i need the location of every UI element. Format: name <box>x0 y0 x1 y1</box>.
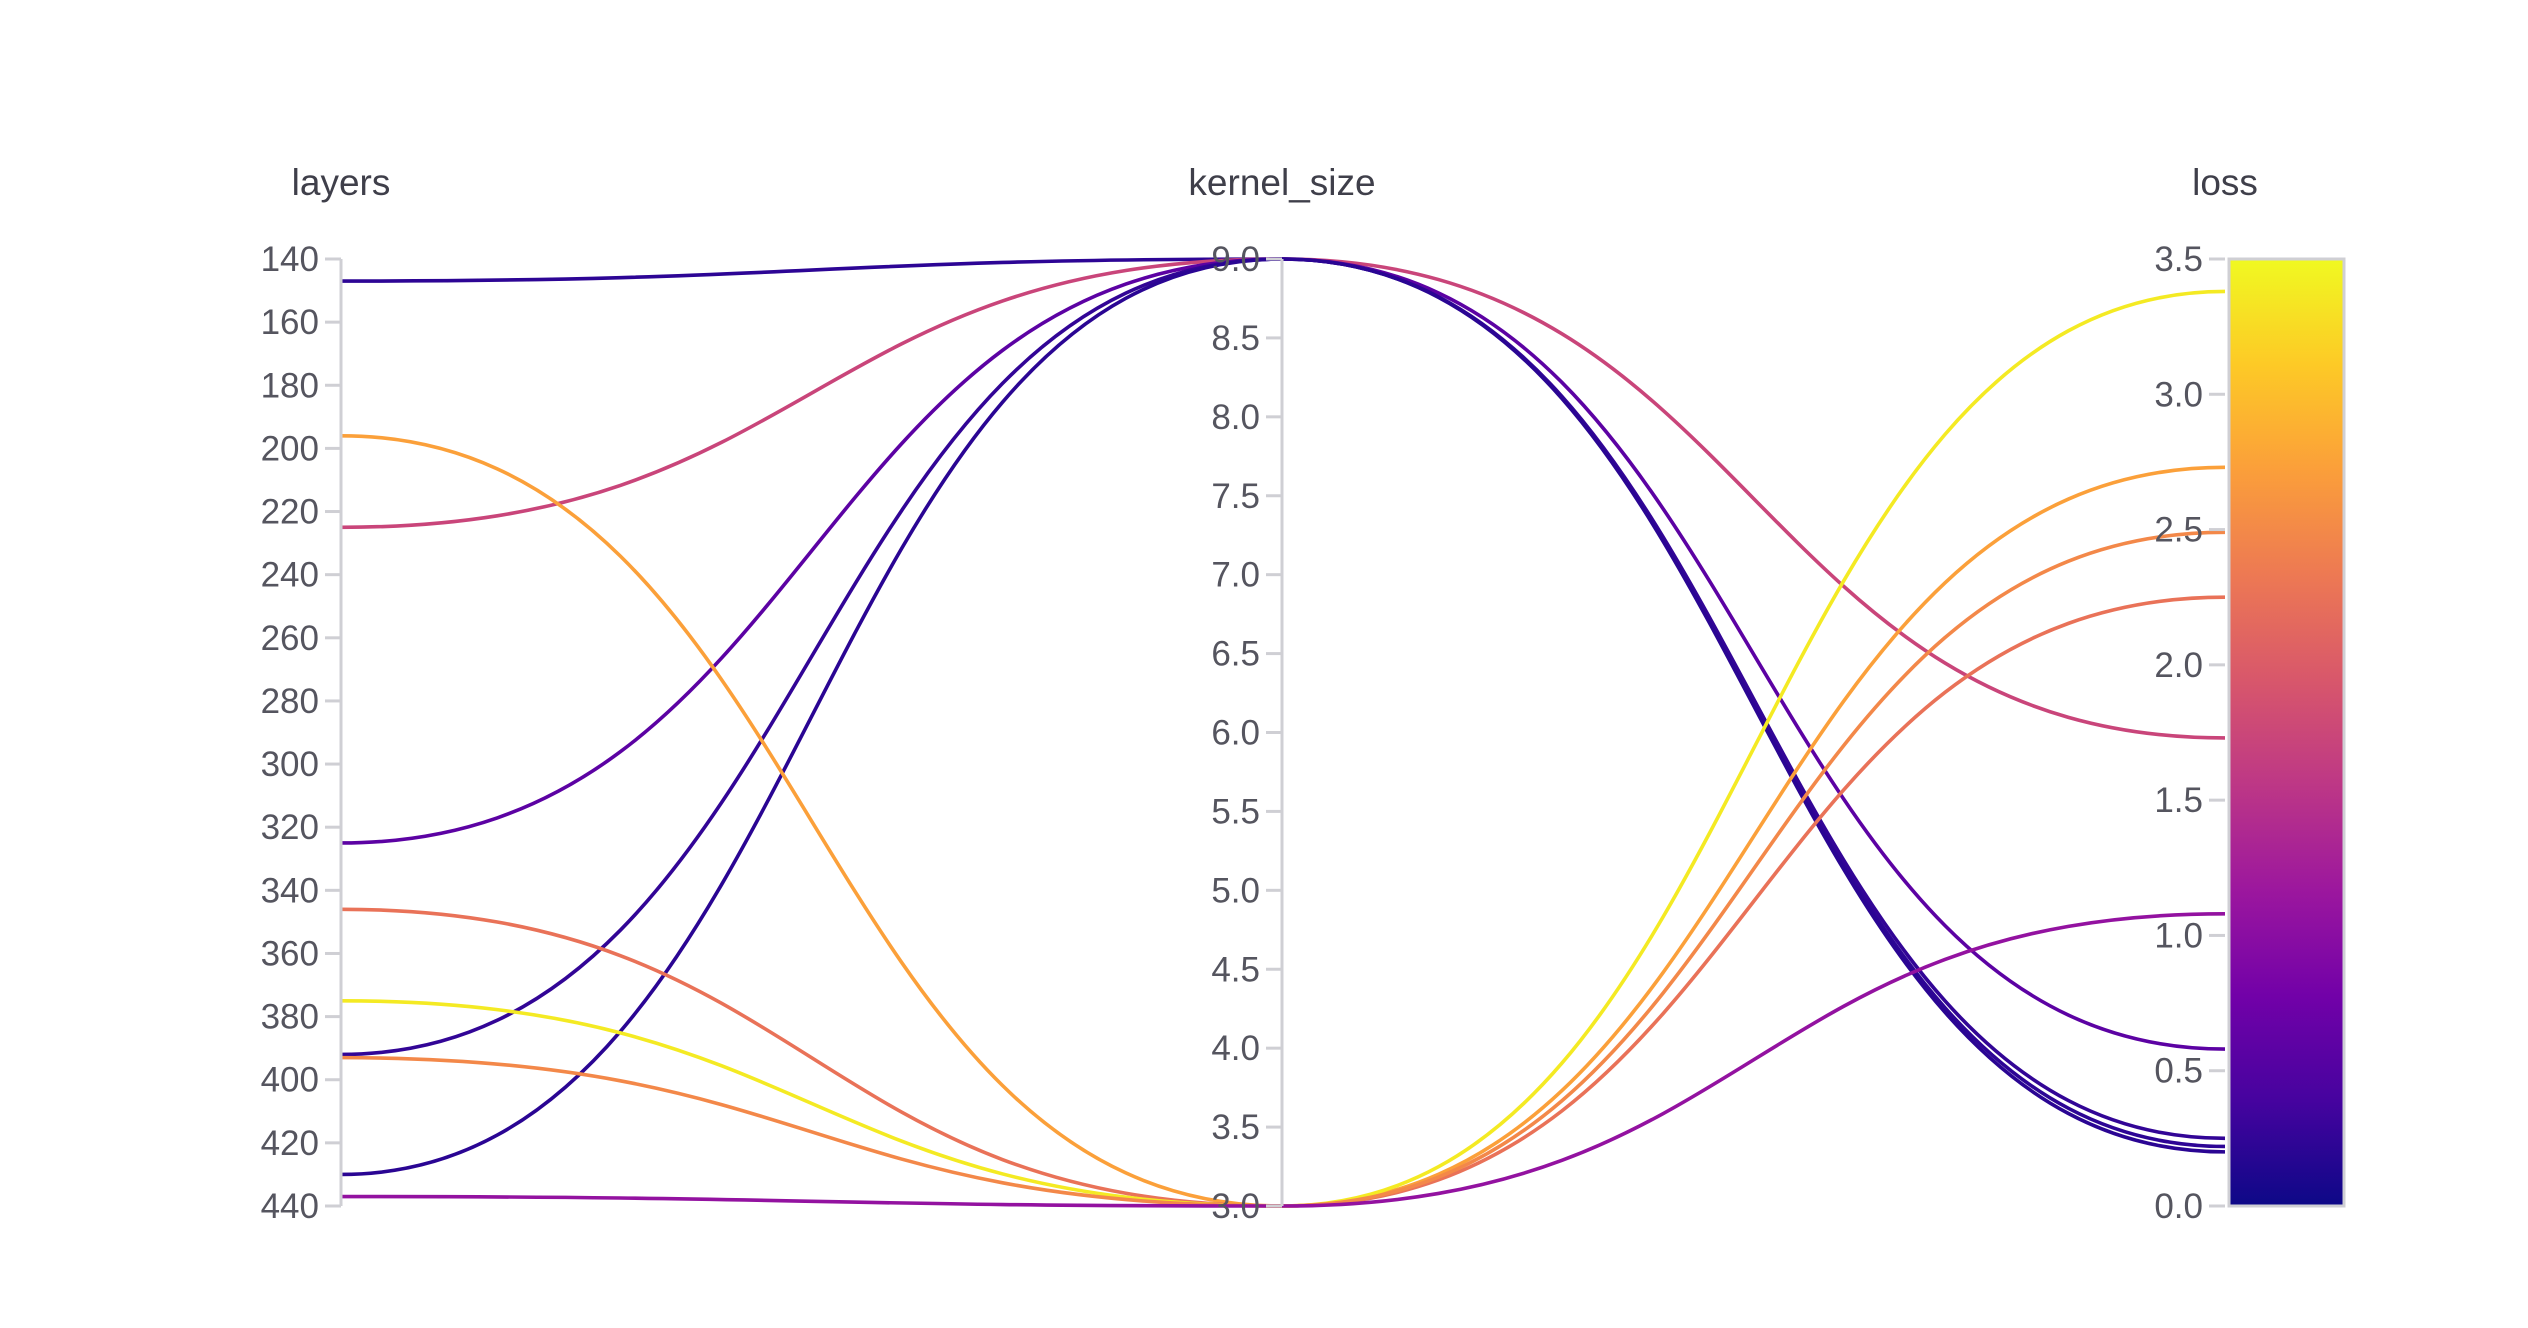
tick-label: 7.5 <box>1211 477 1260 516</box>
tick-label: 6.0 <box>1211 714 1260 753</box>
tick-label: 280 <box>261 682 319 721</box>
axis-title-loss: loss <box>2192 162 2258 203</box>
tick-label: 0.5 <box>2154 1052 2203 1091</box>
tick-label: 200 <box>261 429 319 468</box>
tick-label: 5.0 <box>1211 871 1260 910</box>
tick-label: 340 <box>261 871 319 910</box>
axis-loss: 0.0 0.5 1.0 1.5 2.0 2.5 3.0 3.5 loss <box>2154 162 2346 1226</box>
run-line-9 <box>340 530 2226 1208</box>
tick-label: 220 <box>261 493 319 532</box>
tick-label: 6.5 <box>1211 635 1260 674</box>
tick-label: 320 <box>261 808 319 847</box>
axis-layers: 140 160 180 200 220 240 260 280 300 320 340 360 380 4… <box>261 162 391 1226</box>
tick-label: 3.0 <box>1211 1187 1260 1226</box>
axis-title-layers: layers <box>292 162 391 203</box>
tick-label: 380 <box>261 998 319 1037</box>
tick-label: 4.5 <box>1211 950 1260 989</box>
tick-label: 440 <box>261 1187 319 1226</box>
tick-label: 0.0 <box>2154 1187 2203 1226</box>
tick-label: 8.0 <box>1211 398 1260 437</box>
axis-kernel-size: 3.0 3.5 4.0 4.5 5.0 5.5 6.0 6.5 7.0 7.5 8.0 8.5 9.0 k… <box>1188 162 1375 1226</box>
tick-label: 240 <box>261 556 319 595</box>
run-line-8 <box>340 289 2226 1208</box>
tick-label: 1.5 <box>2154 781 2203 820</box>
run-line-10 <box>340 911 2226 1208</box>
tick-label: 3.0 <box>2154 375 2203 414</box>
tick-label: 9.0 <box>1211 240 1260 279</box>
tick-label: 140 <box>261 240 319 279</box>
tick-label: 2.5 <box>2154 511 2203 550</box>
tick-label: 300 <box>261 745 319 784</box>
tick-label: 8.5 <box>1211 319 1260 358</box>
tick-label: 7.0 <box>1211 556 1260 595</box>
tick-label: 160 <box>261 303 319 342</box>
tick-label: 4.0 <box>1211 1029 1260 1068</box>
axis-title-kernel-size: kernel_size <box>1188 162 1375 203</box>
tick-label: 5.5 <box>1211 792 1260 831</box>
tick-label: 180 <box>261 366 319 405</box>
axes: 140 160 180 200 220 240 260 280 300 320 340 360 380 4… <box>261 162 2346 1226</box>
tick-label: 2.0 <box>2154 646 2203 685</box>
tick-label: 1.0 <box>2154 916 2203 955</box>
tick-label: 360 <box>261 934 319 973</box>
tick-label: 400 <box>261 1061 319 1100</box>
tick-label: 3.5 <box>1211 1108 1260 1147</box>
tick-label: 420 <box>261 1124 319 1163</box>
tick-label: 3.5 <box>2154 240 2203 279</box>
colorbar <box>2227 257 2346 1208</box>
tick-label: 260 <box>261 619 319 658</box>
